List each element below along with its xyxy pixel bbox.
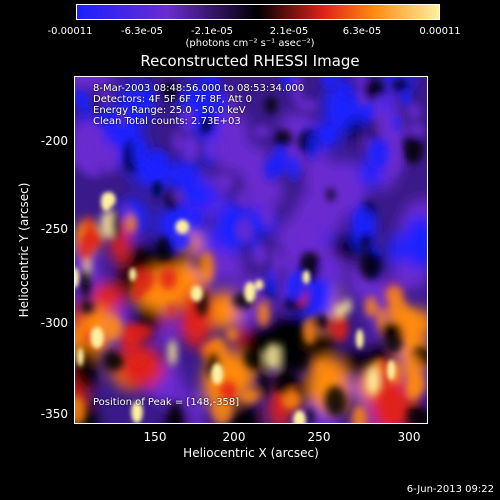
x-tick: 150 xyxy=(143,430,167,444)
timestamp: 6-Jun-2013 09:22 xyxy=(406,484,494,495)
y-tick: -350 xyxy=(40,407,68,421)
y-axis-label: Heliocentric Y (arcsec) xyxy=(17,182,31,318)
colorbar-tick: 0.00011 xyxy=(419,26,461,37)
image-canvas xyxy=(75,77,427,423)
colorbar-tick: -0.00011 xyxy=(47,26,93,37)
colorbar-units: (photons cm⁻² s⁻¹ asec⁻²) xyxy=(185,38,315,49)
time-range: 8-Mar-2003 08:48:56.000 to 08:53:34.000 xyxy=(93,83,305,94)
detectors: Detectors: 4F 5F 6F 7F 8F, Att 0 xyxy=(93,94,253,105)
rhessi-image: 8-Mar-2003 08:48:56.000 to 08:53:34.000 … xyxy=(74,76,428,424)
colorbar-tick: -2.1e-05 xyxy=(191,26,233,37)
peak-position: Position of Peak = [148,-358] xyxy=(93,397,240,408)
colorbar-tick: -6.3e-05 xyxy=(121,26,163,37)
y-tick: -200 xyxy=(40,134,68,148)
algorithm-counts: Clean Total counts: 2.73E+03 xyxy=(93,116,241,127)
colorbar xyxy=(76,4,440,20)
colorbar-tick: 2.1e-05 xyxy=(269,26,309,37)
colorbar-tick: 6.3e-05 xyxy=(342,26,382,37)
energy-range: Energy Range: 25.0 - 50.0 keV xyxy=(93,105,246,116)
x-axis-label: Heliocentric X (arcsec) xyxy=(183,446,319,460)
y-tick: -300 xyxy=(40,316,68,330)
y-tick: -250 xyxy=(40,222,68,236)
image-title: Reconstructed RHESSI Image xyxy=(140,52,360,70)
x-tick: 200 xyxy=(222,430,246,444)
x-tick: 300 xyxy=(397,430,421,444)
x-tick: 250 xyxy=(307,430,331,444)
